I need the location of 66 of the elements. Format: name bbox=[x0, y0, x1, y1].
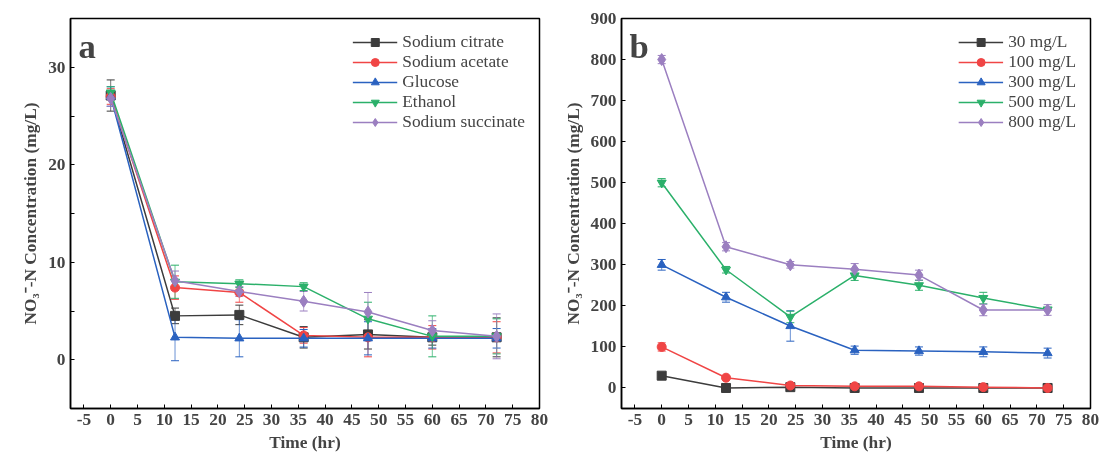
legend-label: Ethanol bbox=[402, 92, 457, 112]
x-axis-title: Time (hr) bbox=[820, 432, 892, 452]
y-tick-label: 200 bbox=[590, 296, 617, 316]
x-tick-label: 50 bbox=[370, 409, 388, 429]
x-tick-label: 30 bbox=[262, 409, 281, 429]
x-tick-label: 0 bbox=[657, 409, 667, 429]
x-tick-label: 15 bbox=[182, 409, 201, 429]
x-tick-label: 20 bbox=[209, 409, 227, 429]
y-tick-label: 900 bbox=[590, 9, 617, 28]
y-tick-label: 600 bbox=[590, 132, 617, 152]
x-tick-label: 65 bbox=[450, 409, 469, 429]
x-tick-label: 5 bbox=[684, 409, 694, 429]
x-tick-label: 70 bbox=[1028, 409, 1046, 429]
x-tick-label: 0 bbox=[106, 409, 116, 429]
y-tick-label: 500 bbox=[590, 173, 617, 193]
x-tick-label: 75 bbox=[1055, 409, 1073, 429]
x-tick-label: 20 bbox=[760, 409, 778, 429]
x-tick-label: 40 bbox=[316, 409, 334, 429]
x-tick-label: 55 bbox=[947, 409, 966, 429]
x-tick-label: 40 bbox=[867, 409, 885, 429]
x-tick-label: 5 bbox=[133, 409, 143, 429]
x-tick-label: 80 bbox=[530, 409, 549, 429]
x-tick-label: -5 bbox=[76, 409, 92, 429]
x-tick-label: 45 bbox=[343, 409, 361, 429]
x-tick-label: 25 bbox=[236, 409, 254, 429]
x-tick-label: 80 bbox=[1081, 409, 1100, 429]
legend-label: 30 mg/L bbox=[1008, 32, 1068, 52]
legend-label: Glucose bbox=[402, 72, 460, 92]
x-tick-label: 60 bbox=[974, 409, 992, 429]
legend-label: Sodium citrate bbox=[402, 32, 504, 52]
x-tick-label: 70 bbox=[477, 409, 495, 429]
x-tick-label: 45 bbox=[894, 409, 912, 429]
legend-label: Sodium acetate bbox=[402, 52, 509, 72]
annotation: a bbox=[78, 26, 96, 65]
legend-label: 300 mg/L bbox=[1008, 72, 1076, 92]
x-tick-label: 65 bbox=[1001, 409, 1020, 429]
x-tick-label: 30 bbox=[813, 409, 832, 429]
x-tick-label: 60 bbox=[423, 409, 441, 429]
x-tick-label: 10 bbox=[155, 409, 173, 429]
legend-label: Sodium succinate bbox=[402, 112, 525, 132]
y-tick-label: 30 bbox=[48, 57, 66, 77]
y-tick-label: 100 bbox=[590, 337, 617, 357]
x-tick-label: 75 bbox=[504, 409, 522, 429]
x-tick-label: 10 bbox=[706, 409, 724, 429]
y-tick-label: 20 bbox=[48, 155, 66, 175]
legend-label: 500 mg/L bbox=[1008, 92, 1076, 112]
legend-label: 800 mg/L bbox=[1008, 112, 1076, 132]
y-tick-label: 700 bbox=[590, 91, 617, 111]
x-tick-label: 35 bbox=[840, 409, 859, 429]
x-tick-label: 15 bbox=[733, 409, 752, 429]
y-tick-label: 0 bbox=[56, 350, 66, 370]
y-tick-label: 10 bbox=[48, 252, 66, 272]
y-axis-title: NO₃⁻-N Concentration (mg/L) bbox=[21, 102, 41, 325]
y-tick-label: 0 bbox=[607, 378, 617, 398]
x-tick-label: 50 bbox=[921, 409, 939, 429]
y-axis-title: NO₃⁻-N Concentration (mg/L) bbox=[563, 102, 583, 325]
x-tick-label: -5 bbox=[627, 409, 643, 429]
annotation: b bbox=[629, 26, 649, 65]
y-tick-label: 300 bbox=[590, 255, 617, 275]
y-tick-label: 800 bbox=[590, 50, 617, 70]
legend-label: 100 mg/L bbox=[1008, 52, 1076, 72]
y-tick-label: 400 bbox=[590, 214, 617, 234]
x-axis-title: Time (hr) bbox=[269, 432, 341, 452]
x-tick-label: 25 bbox=[787, 409, 805, 429]
x-tick-label: 55 bbox=[396, 409, 415, 429]
x-tick-label: 35 bbox=[289, 409, 308, 429]
